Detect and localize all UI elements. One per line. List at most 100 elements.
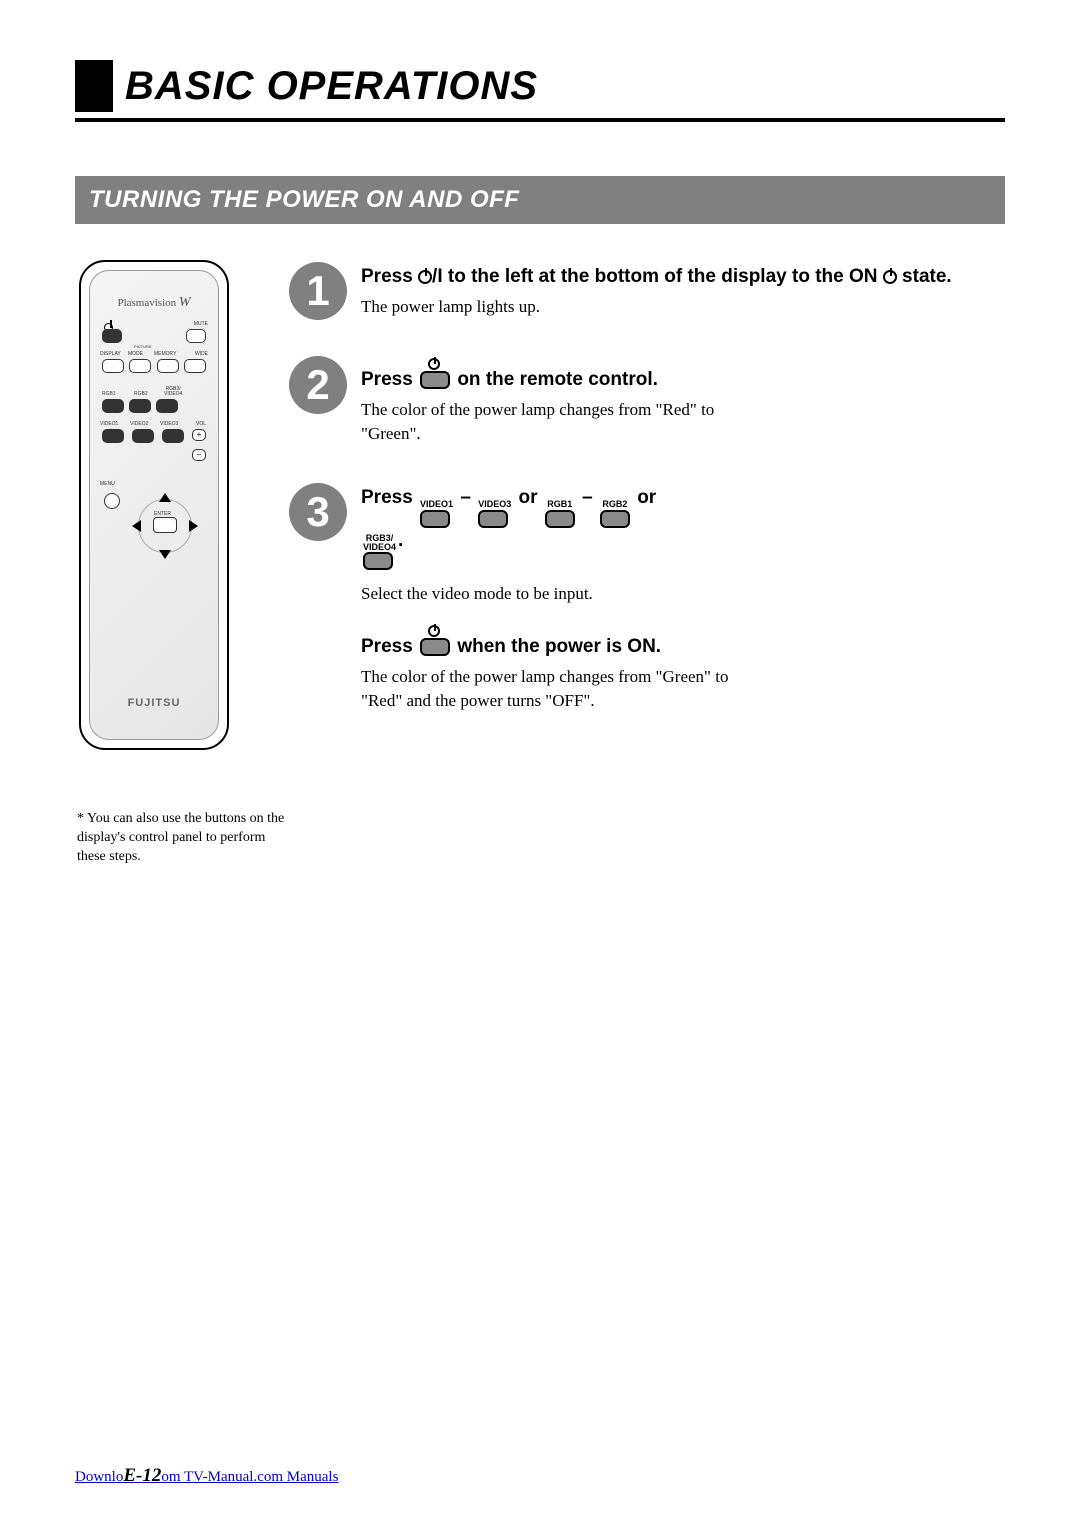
title-accent-block xyxy=(75,60,113,112)
title-rule xyxy=(75,118,1005,122)
display-button xyxy=(102,359,124,373)
page-title: BASIC OPERATIONS xyxy=(125,60,538,112)
step1-instruction: Press /I to the left at the bottom of th… xyxy=(361,264,1005,291)
video3-button-stack: VIDEO3 xyxy=(478,500,511,528)
rgb2-label: RGB2 xyxy=(600,500,630,509)
step1-body: The power lamp lights up. xyxy=(361,295,1005,320)
power-button-stack xyxy=(420,358,450,389)
power-icon xyxy=(418,270,432,284)
rgb2-button xyxy=(129,399,151,413)
step-body: Press VIDEO1 – VIDEO3 or RGB1 – RGB2 or … xyxy=(361,481,1005,714)
section-heading: TURNING THE POWER ON AND OFF xyxy=(75,176,1005,224)
step-body: Press /I to the left at the bottom of th… xyxy=(361,260,1005,320)
remote-maker: FUJITSU xyxy=(90,697,218,709)
button-icon xyxy=(420,638,450,656)
step1-text-b: /I to the left at the bottom of the disp… xyxy=(432,266,883,287)
remote-illustration: Plasmavision W MUTE DISPLAY MODE xyxy=(79,260,229,750)
or1: or xyxy=(519,487,543,508)
vol-down-button: − xyxy=(192,449,206,461)
memory-label: MEMORY xyxy=(154,351,176,357)
remote-body: Plasmavision W MUTE DISPLAY MODE xyxy=(89,270,219,740)
remote-row3 xyxy=(102,399,178,413)
dash2: – xyxy=(582,487,598,508)
menu-label: MENU xyxy=(100,481,115,487)
vol-up-button: + xyxy=(192,429,206,441)
video1-label: VIDEO1 xyxy=(100,421,118,427)
step3-instruction: Press VIDEO1 – VIDEO3 or RGB1 – RGB2 or … xyxy=(361,485,1005,571)
video1-label: VIDEO1 xyxy=(420,500,453,509)
remote-row2 xyxy=(102,359,206,373)
mute-label: MUTE xyxy=(194,321,208,327)
step3-body: Select the video mode to be input. xyxy=(361,582,1005,607)
rgb1-button-stack: RGB1 xyxy=(545,500,575,528)
vol-down-wrap: − xyxy=(192,449,206,461)
step-number: 2 xyxy=(289,356,347,414)
step1-text-a: Press xyxy=(361,266,418,287)
dpad-down xyxy=(159,550,171,559)
button-icon xyxy=(545,510,575,528)
button-icon xyxy=(420,371,450,389)
rgb1-button xyxy=(102,399,124,413)
step3-press: Press xyxy=(361,487,418,508)
content-area: Plasmavision W MUTE DISPLAY MODE xyxy=(75,260,1005,867)
picture-label: PICTURE xyxy=(134,344,152,349)
page-title-row: BASIC OPERATIONS xyxy=(75,60,1005,112)
step1-text-c: state. xyxy=(897,266,952,287)
remote-brand: Plasmavision W xyxy=(90,295,218,311)
step3-extra-instruction: Press when the power is ON. xyxy=(361,625,1005,661)
steps-column: 1 Press /I to the left at the bottom of … xyxy=(285,260,1005,867)
rgb3video4-label: RGB3/ VIDEO4 xyxy=(363,534,396,551)
video3-label: VIDEO3 xyxy=(478,500,511,509)
button-icon xyxy=(420,510,450,528)
footer-text-before: Downlo xyxy=(75,1469,123,1485)
step-3: 3 Press VIDEO1 – VIDEO3 or RGB1 – RGB2 o… xyxy=(289,481,1005,714)
power-button-stack xyxy=(420,625,450,656)
menu-button xyxy=(104,493,120,509)
remote-brand-suffix: W xyxy=(179,295,191,310)
dpad: ENTER xyxy=(130,491,200,561)
video2-button xyxy=(132,429,154,443)
enter-label: ENTER xyxy=(154,511,171,517)
step2-text-a: Press xyxy=(361,369,418,390)
rgb3-label: RGB3/ VIDEO4 xyxy=(164,387,182,396)
mode-button xyxy=(129,359,151,373)
rgb1-label: RGB1 xyxy=(102,391,116,397)
memory-button xyxy=(157,359,179,373)
dpad-enter xyxy=(153,517,177,533)
wide-button xyxy=(184,359,206,373)
video3-button xyxy=(162,429,184,443)
dpad-right xyxy=(189,520,198,532)
dpad-up xyxy=(159,493,171,502)
page-content: BASIC OPERATIONS TURNING THE POWER ON AN… xyxy=(75,60,1005,867)
button-icon xyxy=(363,552,393,570)
remote-row4: + xyxy=(102,429,206,443)
video2-label: VIDEO2 xyxy=(130,421,148,427)
left-column: Plasmavision W MUTE DISPLAY MODE xyxy=(75,260,285,867)
step3-extra-body: The color of the power lamp changes from… xyxy=(361,665,761,714)
or2: or xyxy=(637,487,656,508)
display-label: DISPLAY xyxy=(100,351,121,357)
dpad-left xyxy=(132,520,141,532)
dash1: – xyxy=(460,487,476,508)
video1-button-stack: VIDEO1 xyxy=(420,500,453,528)
video3-label: VIDEO3 xyxy=(160,421,178,427)
remote-mute-button xyxy=(186,329,206,343)
video1-button xyxy=(102,429,124,443)
wide-label: WIDE xyxy=(195,351,208,357)
step-number: 1 xyxy=(289,262,347,320)
remote-footnote: * You can also use the buttons on the di… xyxy=(75,810,285,867)
step-1: 1 Press /I to the left at the bottom of … xyxy=(289,260,1005,320)
remote-row1 xyxy=(102,329,206,343)
footer: DownloE-12om TV-Manual.com Manuals xyxy=(75,1465,338,1487)
footer-link[interactable]: DownloE-12om TV-Manual.com Manuals xyxy=(75,1469,338,1485)
power-icon xyxy=(428,625,440,637)
step2-instruction: Press on the remote control. xyxy=(361,358,1005,394)
step-number: 3 xyxy=(289,483,347,541)
rgb3-button xyxy=(156,399,178,413)
step3-extra: Press when the power is ON. The color of… xyxy=(361,625,1005,714)
rgb2-label: RGB2 xyxy=(134,391,148,397)
remote-brand-name: Plasmavision xyxy=(117,297,176,309)
power-icon xyxy=(428,358,440,370)
rgb3video4-button-stack: RGB3/ VIDEO4 xyxy=(363,534,396,570)
power-icon xyxy=(883,270,897,284)
